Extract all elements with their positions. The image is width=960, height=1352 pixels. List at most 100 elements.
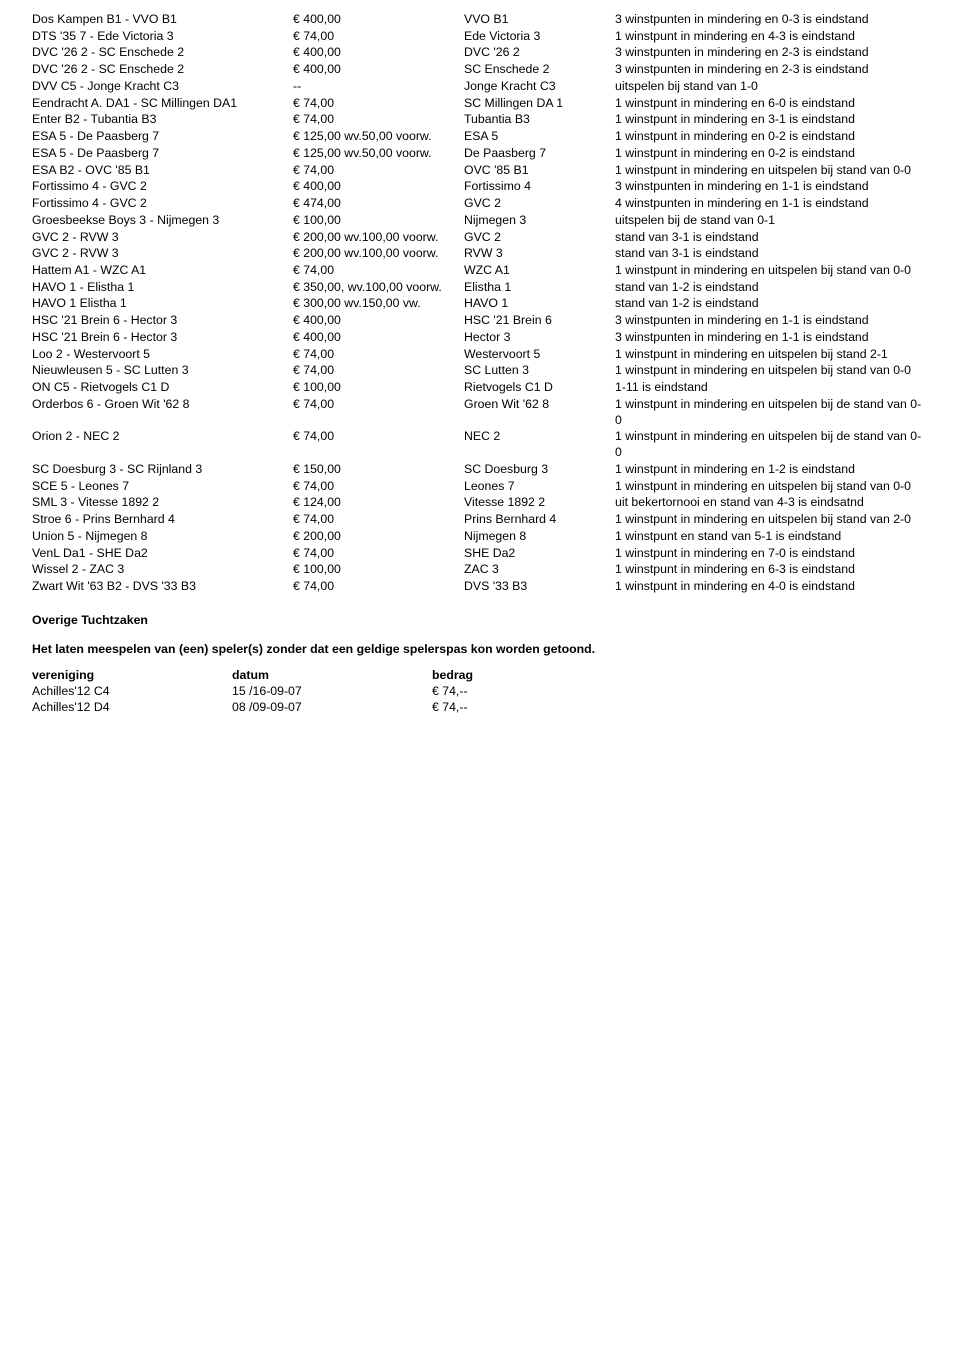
decision-cell: 1 winstpunt in mindering en 7-0 is einds… xyxy=(615,546,928,562)
team-cell: Hector 3 xyxy=(464,330,615,346)
table-row: SCE 5 - Leones 7€ 74,00Leones 71 winstpu… xyxy=(32,479,928,495)
team-cell: Ede Victoria 3 xyxy=(464,29,615,45)
table-row: HSC '21 Brein 6 - Hector 3€ 400,00HSC '2… xyxy=(32,313,928,329)
table-row: ESA 5 - De Paasberg 7€ 125,00 wv.50,00 v… xyxy=(32,129,928,145)
table-row: HAVO 1 - Elistha 1€ 350,00, wv.100,00 vo… xyxy=(32,280,928,296)
table-row: Fortissimo 4 - GVC 2€ 400,00Fortissimo 4… xyxy=(32,179,928,195)
amount-cell: € 400,00 xyxy=(293,12,464,28)
team-cell: Jonge Kracht C3 xyxy=(464,79,615,95)
match-cell: Groesbeekse Boys 3 - Nijmegen 3 xyxy=(32,213,293,229)
table-row: GVC 2 - RVW 3€ 200,00 wv.100,00 voorw.GV… xyxy=(32,230,928,246)
table-row: GVC 2 - RVW 3€ 200,00 wv.100,00 voorw.RV… xyxy=(32,246,928,262)
match-cell: Dos Kampen B1 - VVO B1 xyxy=(32,12,293,28)
team-cell: HAVO 1 xyxy=(464,296,615,312)
decision-cell: 1 winstpunt in mindering en uitspelen bi… xyxy=(615,512,928,528)
team-cell: Tubantia B3 xyxy=(464,112,615,128)
match-cell: Eendracht A. DA1 - SC Millingen DA1 xyxy=(32,96,293,112)
match-cell: Orion 2 - NEC 2 xyxy=(32,429,293,445)
fines-header-club: vereniging xyxy=(32,668,232,684)
table-row: Enter B2 - Tubantia B3€ 74,00Tubantia B3… xyxy=(32,112,928,128)
fine-intro-text: Het laten meespelen van (een) speler(s) … xyxy=(32,642,928,658)
amount-cell: € 74,00 xyxy=(293,263,464,279)
team-cell: Westervoort 5 xyxy=(464,347,615,363)
team-cell: Prins Bernhard 4 xyxy=(464,512,615,528)
fine-row: Achilles'12 D408 /09-09-07€ 74,-- xyxy=(32,700,928,716)
amount-cell: € 474,00 xyxy=(293,196,464,212)
decision-cell: 1 winstpunt en stand van 5-1 is eindstan… xyxy=(615,529,928,545)
table-row: DVC '26 2 - SC Enschede 2€ 400,00SC Ensc… xyxy=(32,62,928,78)
decision-cell: 1 winstpunt in mindering en 4-0 is einds… xyxy=(615,579,928,595)
match-cell: Stroe 6 - Prins Bernhard 4 xyxy=(32,512,293,528)
table-row: ESA 5 - De Paasberg 7€ 125,00 wv.50,00 v… xyxy=(32,146,928,162)
decision-cell: 3 winstpunten in mindering en 1-1 is ein… xyxy=(615,313,928,329)
page: Dos Kampen B1 - VVO B1€ 400,00VVO B13 wi… xyxy=(0,0,960,739)
fine-date-cell: 15 /16-09-07 xyxy=(232,684,432,700)
team-cell: GVC 2 xyxy=(464,230,615,246)
table-row: HAVO 1 Elistha 1€ 300,00 wv.150,00 vw.HA… xyxy=(32,296,928,312)
table-row: Fortissimo 4 - GVC 2€ 474,00GVC 24 winst… xyxy=(32,196,928,212)
match-cell: SML 3 - Vitesse 1892 2 xyxy=(32,495,293,511)
match-cell: Loo 2 - Westervoort 5 xyxy=(32,347,293,363)
table-row: Union 5 - Nijmegen 8€ 200,00Nijmegen 81 … xyxy=(32,529,928,545)
match-cell: DVC '26 2 - SC Enschede 2 xyxy=(32,45,293,61)
decision-cell: 4 winstpunten in mindering en 1-1 is ein… xyxy=(615,196,928,212)
fine-date-cell: 08 /09-09-07 xyxy=(232,700,432,716)
table-row: Wissel 2 - ZAC 3€ 100,00ZAC 31 winstpunt… xyxy=(32,562,928,578)
decision-cell: uitspelen bij de stand van 0-1 xyxy=(615,213,928,229)
team-cell: ESA 5 xyxy=(464,129,615,145)
team-cell: ZAC 3 xyxy=(464,562,615,578)
amount-cell: € 74,00 xyxy=(293,112,464,128)
decisions-table: Dos Kampen B1 - VVO B1€ 400,00VVO B13 wi… xyxy=(32,12,928,595)
decision-cell: uitspelen bij stand van 1-0 xyxy=(615,79,928,95)
decision-cell: stand van 1-2 is eindstand xyxy=(615,280,928,296)
decision-cell: 1 winstpunt in mindering en 1-2 is einds… xyxy=(615,462,928,478)
decision-cell: 1 winstpunt in mindering en 6-3 is einds… xyxy=(615,562,928,578)
table-row: Loo 2 - Westervoort 5€ 74,00Westervoort … xyxy=(32,347,928,363)
table-row: HSC '21 Brein 6 - Hector 3€ 400,00Hector… xyxy=(32,330,928,346)
fines-header-amount: bedrag xyxy=(432,668,928,684)
team-cell: Fortissimo 4 xyxy=(464,179,615,195)
team-cell: GVC 2 xyxy=(464,196,615,212)
section-heading-other: Overige Tuchtzaken xyxy=(32,613,928,629)
table-row: DVV C5 - Jonge Kracht C3--Jonge Kracht C… xyxy=(32,79,928,95)
amount-cell: € 400,00 xyxy=(293,62,464,78)
fines-table: vereniging datum bedrag Achilles'12 C415… xyxy=(32,668,928,715)
fine-club-cell: Achilles'12 C4 xyxy=(32,684,232,700)
table-row: Groesbeekse Boys 3 - Nijmegen 3€ 100,00N… xyxy=(32,213,928,229)
table-row: DTS '35 7 - Ede Victoria 3€ 74,00Ede Vic… xyxy=(32,29,928,45)
decision-cell: 1 winstpunt in mindering en uitspelen bi… xyxy=(615,397,928,428)
fine-amount-cell: € 74,-- xyxy=(432,684,928,700)
table-row: ON C5 - Rietvogels C1 D€ 100,00Rietvogel… xyxy=(32,380,928,396)
decision-cell: 3 winstpunten in mindering en 0-3 is ein… xyxy=(615,12,928,28)
team-cell: Rietvogels C1 D xyxy=(464,380,615,396)
match-cell: HSC '21 Brein 6 - Hector 3 xyxy=(32,313,293,329)
match-cell: GVC 2 - RVW 3 xyxy=(32,230,293,246)
decision-cell: 3 winstpunten in mindering en 1-1 is ein… xyxy=(615,330,928,346)
team-cell: Nijmegen 8 xyxy=(464,529,615,545)
match-cell: GVC 2 - RVW 3 xyxy=(32,246,293,262)
team-cell: RVW 3 xyxy=(464,246,615,262)
decision-cell: stand van 3-1 is eindstand xyxy=(615,246,928,262)
amount-cell: € 125,00 wv.50,00 voorw. xyxy=(293,146,464,162)
table-row: ESA B2 - OVC '85 B1€ 74,00OVC '85 B11 wi… xyxy=(32,163,928,179)
match-cell: Orderbos 6 - Groen Wit '62 8 xyxy=(32,397,293,413)
amount-cell: € 400,00 xyxy=(293,179,464,195)
amount-cell: € 400,00 xyxy=(293,330,464,346)
decision-cell: 1 winstpunt in mindering en 6-0 is einds… xyxy=(615,96,928,112)
match-cell: Hattem A1 - WZC A1 xyxy=(32,263,293,279)
amount-cell: € 74,00 xyxy=(293,397,464,413)
team-cell: De Paasberg 7 xyxy=(464,146,615,162)
match-cell: VenL Da1 - SHE Da2 xyxy=(32,546,293,562)
amount-cell: € 125,00 wv.50,00 voorw. xyxy=(293,129,464,145)
match-cell: ESA B2 - OVC '85 B1 xyxy=(32,163,293,179)
team-cell: SC Millingen DA 1 xyxy=(464,96,615,112)
table-row: Dos Kampen B1 - VVO B1€ 400,00VVO B13 wi… xyxy=(32,12,928,28)
team-cell: DVS '33 B3 xyxy=(464,579,615,595)
team-cell: SC Enschede 2 xyxy=(464,62,615,78)
amount-cell: € 200,00 wv.100,00 voorw. xyxy=(293,230,464,246)
decision-cell: 1-11 is eindstand xyxy=(615,380,928,396)
table-row: Hattem A1 - WZC A1€ 74,00WZC A11 winstpu… xyxy=(32,263,928,279)
amount-cell: -- xyxy=(293,79,464,95)
match-cell: HAVO 1 Elistha 1 xyxy=(32,296,293,312)
table-row: Stroe 6 - Prins Bernhard 4€ 74,00Prins B… xyxy=(32,512,928,528)
